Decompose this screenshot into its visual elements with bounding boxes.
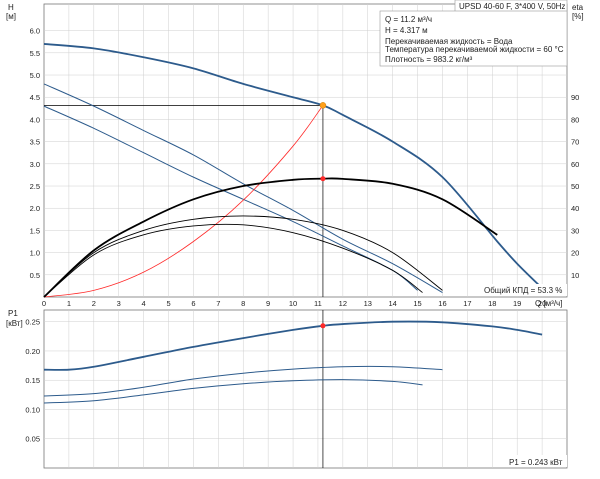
y-tick-label-head: 4.0 bbox=[30, 115, 40, 124]
efficiency-curve-3 bbox=[43, 223, 423, 298]
x-tick-label: 7 bbox=[216, 299, 220, 308]
power-label-box: P1 = 0.243 кВт bbox=[505, 455, 567, 467]
y2-tick-label-eta: 10 bbox=[571, 271, 579, 280]
y-tick-label-power: 0.10 bbox=[25, 405, 40, 414]
x-tick-label: 18 bbox=[488, 299, 496, 308]
y2-tick-label-eta: 90 bbox=[571, 93, 579, 102]
system-curve bbox=[43, 105, 324, 298]
x-tick-label: 16 bbox=[438, 299, 446, 308]
efficiency-curve-1 bbox=[43, 177, 498, 298]
y-tick-label-head: 2.5 bbox=[30, 182, 40, 191]
y-tick-label-power: 0.20 bbox=[25, 347, 40, 356]
x-tick-label: 9 bbox=[266, 299, 270, 308]
x-tick-label: 12 bbox=[339, 299, 347, 308]
y2-axis-label-eta: eta bbox=[572, 3, 584, 12]
info-line-q: Q = 11.2 м³/ч bbox=[385, 15, 432, 24]
y-tick-label-head: 6.0 bbox=[30, 27, 40, 36]
efficiency-label-box: Общий КПД = 53.3 % bbox=[481, 284, 567, 296]
y2-tick-label-eta: 20 bbox=[571, 249, 579, 258]
efficiency-curve-2 bbox=[43, 215, 443, 298]
info-line-fluid: Перекачиваемая жидкость = Вода bbox=[385, 37, 513, 46]
power-point-marker bbox=[320, 323, 326, 329]
info-line-temperature: Температура перекачиваемой жидкости = 60… bbox=[385, 45, 564, 54]
x-tick-label: 10 bbox=[289, 299, 297, 308]
y2-tick-label-eta: 40 bbox=[571, 204, 579, 213]
x-tick-label: 8 bbox=[241, 299, 245, 308]
y2-tick-label-eta: 50 bbox=[571, 182, 579, 191]
power-curve-3 bbox=[43, 379, 423, 404]
x-tick-label: 14 bbox=[388, 299, 396, 308]
title-box: UPSD 40-60 F, 3*400 V, 50Hz bbox=[454, 0, 568, 13]
head-curve-3 bbox=[43, 105, 418, 291]
x-tick-label: 11 bbox=[314, 299, 322, 308]
y2-tick-label-eta: 70 bbox=[571, 138, 579, 147]
efficiency-label: Общий КПД = 53.3 % bbox=[484, 286, 562, 295]
y-axis-label-power: P1 bbox=[8, 309, 18, 318]
x-tick-label: 13 bbox=[364, 299, 372, 308]
x-tick-label: 3 bbox=[117, 299, 121, 308]
x-tick-label: 4 bbox=[142, 299, 146, 308]
y-tick-label-power: 0.25 bbox=[25, 318, 40, 327]
power-label: P1 = 0.243 кВт bbox=[509, 458, 563, 467]
y-tick-label-power: 0.05 bbox=[25, 435, 40, 444]
head-curve-2 bbox=[43, 83, 443, 293]
x-tick-label: 17 bbox=[463, 299, 471, 308]
power-curve-2 bbox=[43, 365, 443, 397]
x-tick-label: 1 bbox=[67, 299, 71, 308]
y-axis-unit-head: [м] bbox=[6, 12, 16, 21]
x-tick-label: 6 bbox=[191, 299, 195, 308]
info-line-h: H = 4.317 м bbox=[385, 26, 428, 35]
y2-tick-label-eta: 30 bbox=[571, 226, 579, 235]
y-tick-label-head: 3.5 bbox=[30, 138, 40, 147]
power-plot-frame bbox=[43, 309, 568, 469]
y-tick-label-head: 3.0 bbox=[30, 160, 40, 169]
y2-axis-unit-eta: [%] bbox=[572, 12, 584, 21]
info-line-density: Плотность = 983.2 кг/м³ bbox=[385, 55, 473, 64]
x-tick-label: 20 bbox=[538, 299, 546, 308]
y-tick-label-head: 5.5 bbox=[30, 49, 40, 58]
head-plot-frame bbox=[43, 3, 568, 298]
y-tick-label-head: 0.5 bbox=[30, 271, 40, 280]
y2-tick-label-eta: 80 bbox=[571, 115, 579, 124]
efficiency-point-marker bbox=[320, 176, 326, 182]
y-axis-unit-power: [кВт] bbox=[6, 319, 23, 328]
chart-title: UPSD 40-60 F, 3*400 V, 50Hz bbox=[459, 2, 565, 11]
x-tick-label: 15 bbox=[413, 299, 421, 308]
duty-point-marker bbox=[319, 102, 327, 109]
y-axis-label-head: H bbox=[8, 3, 14, 12]
y-tick-label-head: 1.0 bbox=[30, 249, 40, 258]
x-tick-label: 19 bbox=[513, 299, 521, 308]
y-tick-label-head: 4.5 bbox=[30, 93, 40, 102]
x-tick-label: 0 bbox=[42, 299, 46, 308]
x-tick-label: 2 bbox=[92, 299, 96, 308]
x-tick-label: 5 bbox=[166, 299, 170, 308]
power-curve-1 bbox=[43, 320, 543, 371]
y-tick-label-head: 1.5 bbox=[30, 226, 40, 235]
x-axis-label: Q [м³/ч] bbox=[535, 299, 562, 308]
y2-tick-label-eta: 60 bbox=[571, 160, 579, 169]
info-box: Q = 11.2 м³/ч H = 4.317 м Перекачиваемая… bbox=[379, 10, 568, 67]
y-tick-label-head: 2.0 bbox=[30, 204, 40, 213]
y-tick-label-head: 5.0 bbox=[30, 71, 40, 80]
y-tick-label-power: 0.15 bbox=[25, 376, 40, 385]
